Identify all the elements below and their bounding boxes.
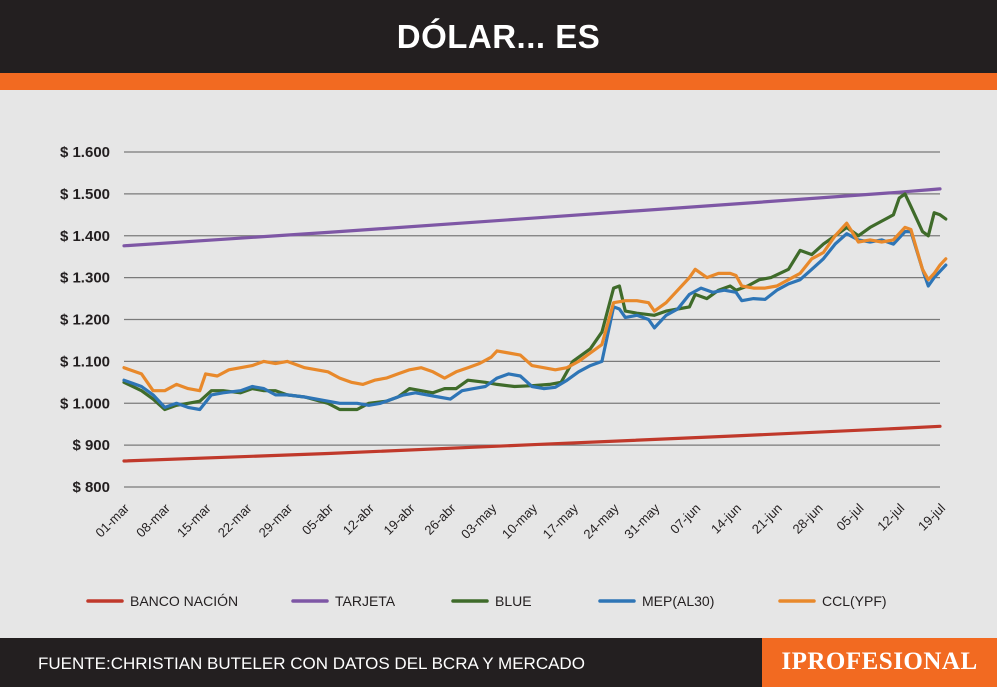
legend-label: BANCO NACIÓN: [130, 593, 238, 609]
x-tick-label: 12-abr: [340, 500, 378, 538]
series-line-mep-al30-: [122, 230, 948, 412]
brand-logo: IPROFESIONAL: [762, 638, 997, 687]
y-tick-label: $ 1.200: [60, 312, 110, 329]
y-tick-label: $ 1.000: [60, 395, 110, 412]
x-tick-label: 17-may: [540, 500, 582, 542]
x-tick-label: 03-may: [458, 500, 500, 542]
x-tick-label: 05-abr: [299, 500, 337, 538]
y-axis-ticks: $ 800 $ 900 $ 1.000 $ 1.100 $ 1.200 $ 1.300 $ …: [60, 144, 110, 496]
legend-label: MEP(AL30): [642, 593, 714, 609]
y-tick-label: $ 900: [72, 437, 110, 454]
series-line-banco-naci-n: [122, 424, 942, 463]
grid: [124, 151, 940, 488]
x-tick-label: 24-may: [580, 500, 622, 542]
y-tick-label: $ 1.600: [60, 144, 110, 161]
x-tick-label: 01-mar: [92, 500, 132, 540]
x-tick-label: 07-jun: [667, 501, 703, 537]
x-axis-ticks: 01-mar 08-mar 15-mar 22-mar 29-mar 05-abr 12-a…: [92, 500, 948, 542]
x-tick-label: 31-may: [621, 500, 663, 542]
series-lines: [122, 187, 948, 463]
accent-band: [0, 73, 997, 90]
y-tick-label: $ 1.100: [60, 353, 110, 370]
x-tick-label: 29-mar: [256, 500, 296, 540]
x-tick-label: 19-jul: [915, 500, 948, 533]
x-tick-label: 14-jun: [708, 501, 744, 537]
x-tick-label: 28-jun: [790, 501, 826, 537]
line-chart: $ 800 $ 900 $ 1.000 $ 1.100 $ 1.200 $ 1.300 $ …: [60, 144, 948, 609]
chart-area: $ 800 $ 900 $ 1.000 $ 1.100 $ 1.200 $ 1.300 $ …: [0, 90, 997, 638]
legend-label: BLUE: [495, 593, 532, 609]
header-bar: DÓLAR... ES: [0, 0, 997, 73]
x-tick-label: 26-abr: [421, 500, 459, 538]
x-tick-label: 21-jun: [749, 501, 785, 537]
x-tick-label: 10-may: [499, 500, 541, 542]
page-title: DÓLAR... ES: [396, 18, 601, 55]
y-tick-label: $ 800: [72, 479, 110, 496]
x-tick-label: 12-jul: [874, 500, 907, 533]
brand-name: IPROFESIONAL: [781, 648, 978, 675]
x-tick-label: 15-mar: [174, 500, 214, 540]
x-tick-label: 05-jul: [833, 500, 866, 533]
legend-label: CCL(YPF): [822, 593, 887, 609]
y-tick-label: $ 1.300: [60, 270, 110, 287]
series-line-blue: [122, 192, 948, 412]
x-tick-label: 22-mar: [215, 500, 255, 540]
legend-label: TARJETA: [335, 593, 396, 609]
legend: BANCO NACIÓN TARJETA BLUE MEP(AL30) CCL(YPF): [86, 593, 887, 609]
series-line-ccl-ypf-: [122, 221, 948, 393]
series-line-tarjeta: [122, 187, 942, 248]
y-tick-label: $ 1.500: [60, 186, 110, 203]
y-tick-label: $ 1.400: [60, 228, 110, 245]
x-tick-label: 19-abr: [381, 500, 419, 538]
x-tick-label: 08-mar: [133, 500, 173, 540]
source-note: FUENTE:CHRISTIAN BUTELER CON DATOS DEL B…: [38, 654, 585, 673]
footer-bar: FUENTE:CHRISTIAN BUTELER CON DATOS DEL B…: [0, 638, 997, 687]
